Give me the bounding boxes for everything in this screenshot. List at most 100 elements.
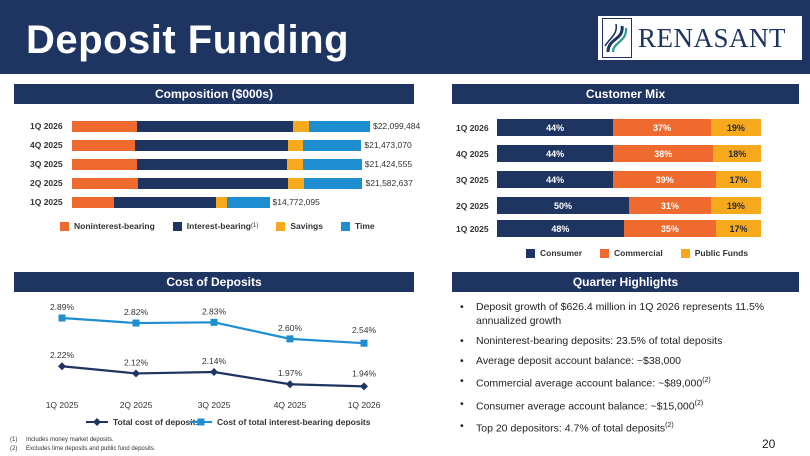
customer-mix-segment-commercial: 31%	[629, 197, 711, 214]
composition-segment	[72, 121, 138, 132]
legend-label: Savings	[290, 221, 323, 231]
customer-mix-row-label: 2Q 2025	[456, 201, 489, 211]
customer-mix-segment-public: 19%	[710, 197, 761, 214]
bullet-icon: •	[460, 301, 464, 313]
legend-label: Consumer	[540, 248, 583, 258]
legend-swatch	[172, 221, 182, 231]
legend-item: Time	[340, 221, 375, 231]
legend-swatch	[340, 221, 350, 231]
composition-segment	[135, 140, 288, 151]
legend-label: Public Funds	[694, 248, 749, 258]
customer-mix-segment-consumer: 44%	[497, 145, 614, 162]
composition-row-label: 4Q 2025	[30, 140, 63, 150]
customer-mix-segment-commercial: 35%	[623, 220, 717, 237]
page-number: 20	[762, 437, 776, 451]
composition-total: $21,473,070	[364, 140, 412, 150]
footnote-mark: (2)	[10, 446, 18, 452]
composition-row-label: 2Q 2025	[30, 178, 63, 188]
customer-mix-row-label: 3Q 2025	[456, 175, 489, 185]
customer-mix-segment-public: 17%	[716, 171, 761, 188]
legend-label: Time	[354, 221, 375, 231]
data-label: 2.22%	[50, 350, 75, 360]
footnote: (2) Excludes time deposits and public fun…	[10, 445, 155, 454]
composition-segment	[72, 140, 136, 151]
bullet-icon: •	[460, 420, 464, 432]
composition-segment	[137, 121, 294, 132]
legend-label: Interest-bearing	[186, 221, 252, 231]
footnote: (1) Includes money market deposits.	[10, 436, 155, 445]
legend-footnote-mark: (1)	[251, 223, 259, 229]
data-point	[286, 380, 294, 389]
data-label: 2.12%	[124, 357, 149, 367]
composition-segment	[72, 159, 138, 170]
composition-segment	[216, 197, 228, 208]
data-point	[132, 369, 140, 378]
composition-bar	[72, 121, 370, 132]
composition-segment	[72, 197, 114, 208]
page-title: Deposit Funding	[26, 18, 350, 62]
customer-mix-row-label: 1Q 2026	[456, 123, 489, 133]
composition-row-label: 1Q 2025	[30, 197, 63, 207]
cost-of-deposits-heading: Cost of Deposits	[14, 272, 414, 292]
x-tick-label: 2Q 2025	[120, 400, 153, 410]
data-label: 2.60%	[278, 323, 303, 333]
legend-label: Total cost of deposits	[113, 417, 200, 427]
composition-segment	[293, 121, 309, 132]
customer-mix-bar: 44% 38% 18%	[497, 145, 761, 162]
data-label: 1.94%	[352, 368, 377, 378]
customer-mix-legend: Consumer Commercial Public Funds	[526, 248, 766, 258]
legend-label: Cost of total interest-bearing deposits	[217, 417, 371, 427]
legend-item: Savings	[276, 221, 323, 231]
customer-mix-bar: 48% 35% 17%	[497, 220, 761, 237]
customer-mix-heading: Customer Mix	[452, 84, 799, 104]
customer-mix-segment-public: 19%	[710, 119, 761, 136]
header-banner: Deposit Funding RENASANT	[0, 0, 810, 74]
legend-swatch	[680, 248, 690, 258]
composition-legend: Noninterest-bearing Interest-bearing (1) Sa…	[60, 221, 393, 231]
data-label: 2.54%	[352, 325, 377, 335]
customer-mix-segment-consumer: 48%	[497, 220, 624, 237]
legend-marker	[197, 418, 205, 426]
x-tick-label: 4Q 2025	[274, 400, 307, 410]
legend-item: Consumer	[526, 248, 582, 258]
composition-segment	[303, 178, 363, 189]
legend-label: Noninterest-bearing	[74, 221, 155, 231]
composition-segment	[303, 140, 362, 151]
highlight-item: • Consumer average account balance: ~$15,…	[460, 397, 790, 414]
customer-mix-segment-public: 17%	[716, 220, 761, 237]
footnote-mark: (2)	[665, 422, 674, 429]
data-label: 1.97%	[278, 368, 303, 378]
customer-mix-bar: 44% 39% 17%	[497, 171, 761, 188]
data-point	[360, 339, 368, 347]
company-logo: RENASANT	[598, 16, 802, 60]
bullet-icon: •	[460, 355, 464, 367]
renasant-logo-icon	[602, 18, 632, 58]
legend-item: Interest-bearing (1)	[172, 221, 259, 231]
data-label: 2.89%	[50, 302, 75, 312]
legend-item: Noninterest-bearing	[60, 221, 155, 231]
composition-segment	[287, 140, 304, 151]
composition-segment	[308, 121, 370, 132]
x-tick-label: 1Q 2025	[46, 400, 79, 410]
composition-segment	[138, 178, 289, 189]
composition-segment	[113, 197, 217, 208]
legend-label: Commercial	[614, 248, 663, 258]
data-point	[210, 318, 218, 326]
legend-swatch	[276, 221, 286, 231]
legend-item: Public Funds	[680, 248, 749, 258]
data-label: 2.82%	[124, 307, 149, 317]
composition-segment	[72, 178, 139, 189]
cost-of-deposits-chart: 2.22% 2.12% 2.14% 1.97% 1.94% 2.89% 2.82% 2.83%…	[46, 302, 381, 427]
footnote-text: Includes money market deposits.	[26, 437, 114, 443]
highlights-heading: Quarter Highlights	[452, 272, 799, 292]
composition-segment	[227, 197, 270, 208]
footnotes: (1) Includes money market deposits. (2) Exc…	[10, 436, 155, 454]
composition-total: $21,582,637	[365, 178, 413, 188]
highlights-list: • Deposit growth of $626.4 million in 1Q …	[460, 300, 790, 442]
legend-item: Commercial	[600, 248, 663, 258]
x-tick-label: 3Q 2025	[198, 400, 231, 410]
highlight-text: Noninterest-bearing deposits: 23.5% of t…	[476, 335, 723, 347]
legend-marker	[93, 418, 101, 426]
data-point	[286, 335, 294, 343]
composition-bar	[72, 178, 363, 189]
